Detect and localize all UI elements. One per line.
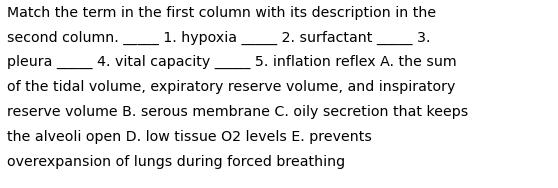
Text: reserve volume B. serous membrane C. oily secretion that keeps: reserve volume B. serous membrane C. oil… xyxy=(7,105,469,119)
Text: Match the term in the first column with its description in the: Match the term in the first column with … xyxy=(7,6,436,20)
Text: second column. _____ 1. hypoxia _____ 2. surfactant _____ 3.: second column. _____ 1. hypoxia _____ 2.… xyxy=(7,30,431,45)
Text: pleura _____ 4. vital capacity _____ 5. inflation reflex A. the sum: pleura _____ 4. vital capacity _____ 5. … xyxy=(7,55,457,69)
Text: of the tidal volume, expiratory reserve volume, and inspiratory: of the tidal volume, expiratory reserve … xyxy=(7,80,456,94)
Text: overexpansion of lungs during forced breathing: overexpansion of lungs during forced bre… xyxy=(7,155,345,168)
Text: the alveoli open D. low tissue O2 levels E. prevents: the alveoli open D. low tissue O2 levels… xyxy=(7,130,372,144)
